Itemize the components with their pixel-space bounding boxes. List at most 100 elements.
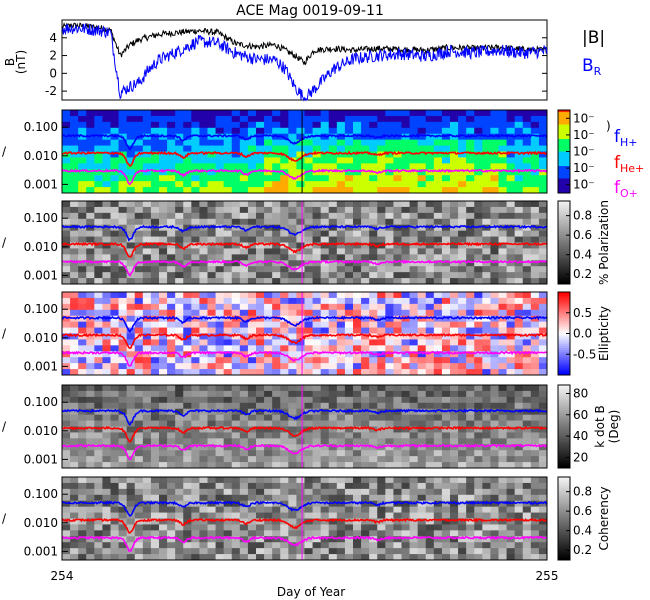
spectrum-cell (239, 139, 249, 146)
spectrum-cell (393, 115, 402, 123)
spectrum-cell (538, 327, 548, 334)
spectrum-cell (223, 272, 233, 279)
spectrum-cell (191, 444, 200, 451)
gyrofreq-line-h-plus (61, 500, 548, 518)
spectrum-cell (134, 402, 144, 410)
spectrum-cell (256, 438, 265, 445)
spectrum-cell (191, 408, 200, 416)
spectrum-cell (441, 477, 451, 484)
spectrum-cell (530, 488, 540, 496)
spectrum-cell (142, 351, 152, 358)
spectrum-cell (433, 444, 443, 451)
spectrum-cell (215, 444, 225, 451)
spectrum-cell (134, 230, 144, 237)
spectrum-cell (474, 408, 483, 416)
spectrum-cell (458, 530, 467, 537)
spectrum-cell (522, 426, 532, 433)
spectrum-cell (159, 230, 168, 237)
spectrum-cell (320, 426, 330, 433)
spectrum-cell (385, 482, 394, 490)
spectrum-cell (167, 133, 176, 141)
spectrum-cell (466, 272, 475, 279)
spectrum-cell (458, 500, 467, 508)
spectrum-cell (207, 139, 216, 146)
spectrum-cell (425, 248, 435, 255)
spectrum-cell (199, 420, 208, 427)
spectrum-cell (126, 248, 136, 255)
spectrum-cell (353, 187, 362, 194)
spectrum-cell (385, 254, 394, 261)
spectrum-cell (159, 524, 168, 531)
spectrum-cell (393, 278, 402, 285)
spectrum-cell (110, 278, 119, 285)
spectrum-cell (538, 151, 548, 158)
spectrum-cell (142, 494, 152, 502)
spectrum-cell (353, 254, 362, 261)
spectrum-cell (280, 218, 289, 226)
spectrum-cell (126, 157, 136, 164)
spectrum-cell (191, 554, 200, 561)
spectrum-cell (328, 169, 338, 176)
colorbar-step (558, 257, 570, 260)
spectrum-cell (490, 420, 499, 427)
spectrum-cell (425, 426, 435, 433)
spectrum-cell (522, 139, 532, 146)
clipped-ylabel-glyph: / (2, 327, 7, 341)
spectrum-cell (425, 218, 435, 226)
spectrum-cell (215, 450, 225, 457)
colorbar-tick-label: 20 (573, 450, 588, 464)
spectrum-cell (134, 181, 144, 188)
spectrum-cell (441, 303, 451, 311)
spectrum-cell (353, 224, 362, 232)
spectrum-cell (272, 115, 281, 123)
spectrum-cell (361, 315, 370, 323)
spectrum-cell (134, 357, 144, 364)
spectrum-cell (353, 145, 362, 152)
spectrum-cell (94, 438, 103, 445)
spectrum-cell (215, 420, 225, 427)
spectrum-cell (401, 163, 410, 170)
spectrum-cell (272, 554, 281, 561)
spectrum-cell (409, 157, 419, 164)
spectrum-cell (207, 432, 216, 439)
spectrum-cell (401, 175, 410, 182)
spectrum-cell (474, 297, 483, 305)
spectrum-cell (393, 524, 402, 531)
spectrum-cell (183, 278, 192, 285)
spectrum-cell (433, 402, 443, 410)
spectrum-cell (441, 530, 451, 537)
spectrum-cell (207, 169, 216, 176)
spectrum-cell (167, 309, 176, 317)
spectrum-cell (474, 175, 483, 182)
spectrum-cell (223, 121, 233, 129)
spectrum-cell (425, 303, 435, 311)
spectrum-cell (247, 151, 257, 158)
spectrum-cell (94, 230, 103, 237)
spectrum-cell (256, 327, 265, 334)
spectrum-cell (247, 363, 257, 370)
spectrum-cell (167, 438, 176, 445)
spectrum-cell (150, 315, 160, 323)
spectrum-cell (191, 420, 200, 427)
spectrum-cell (490, 512, 499, 519)
spectrum-cell (150, 536, 160, 543)
spectrum-cell (94, 432, 103, 439)
spectrum-cell (530, 260, 540, 267)
spectrum-cell (199, 278, 208, 285)
spectrum-cell (126, 212, 136, 220)
spectrum-cell (215, 151, 225, 158)
spectrum-cell (118, 248, 128, 255)
spectrum-cell (498, 139, 507, 146)
spectrum-cell (231, 212, 241, 220)
spectrum-cell (280, 450, 289, 457)
spectrum-cell (522, 357, 532, 364)
spectrum-cell (320, 351, 330, 358)
spectrum-cell (167, 390, 176, 398)
spectrum-cell (118, 524, 128, 531)
colorbar-step (558, 418, 570, 421)
spectrum-cell (328, 444, 338, 451)
spectrum-cell (78, 506, 87, 513)
spectrum-cell (328, 518, 338, 525)
spectrum-cell (490, 530, 499, 537)
spectrum-cell (239, 357, 249, 364)
